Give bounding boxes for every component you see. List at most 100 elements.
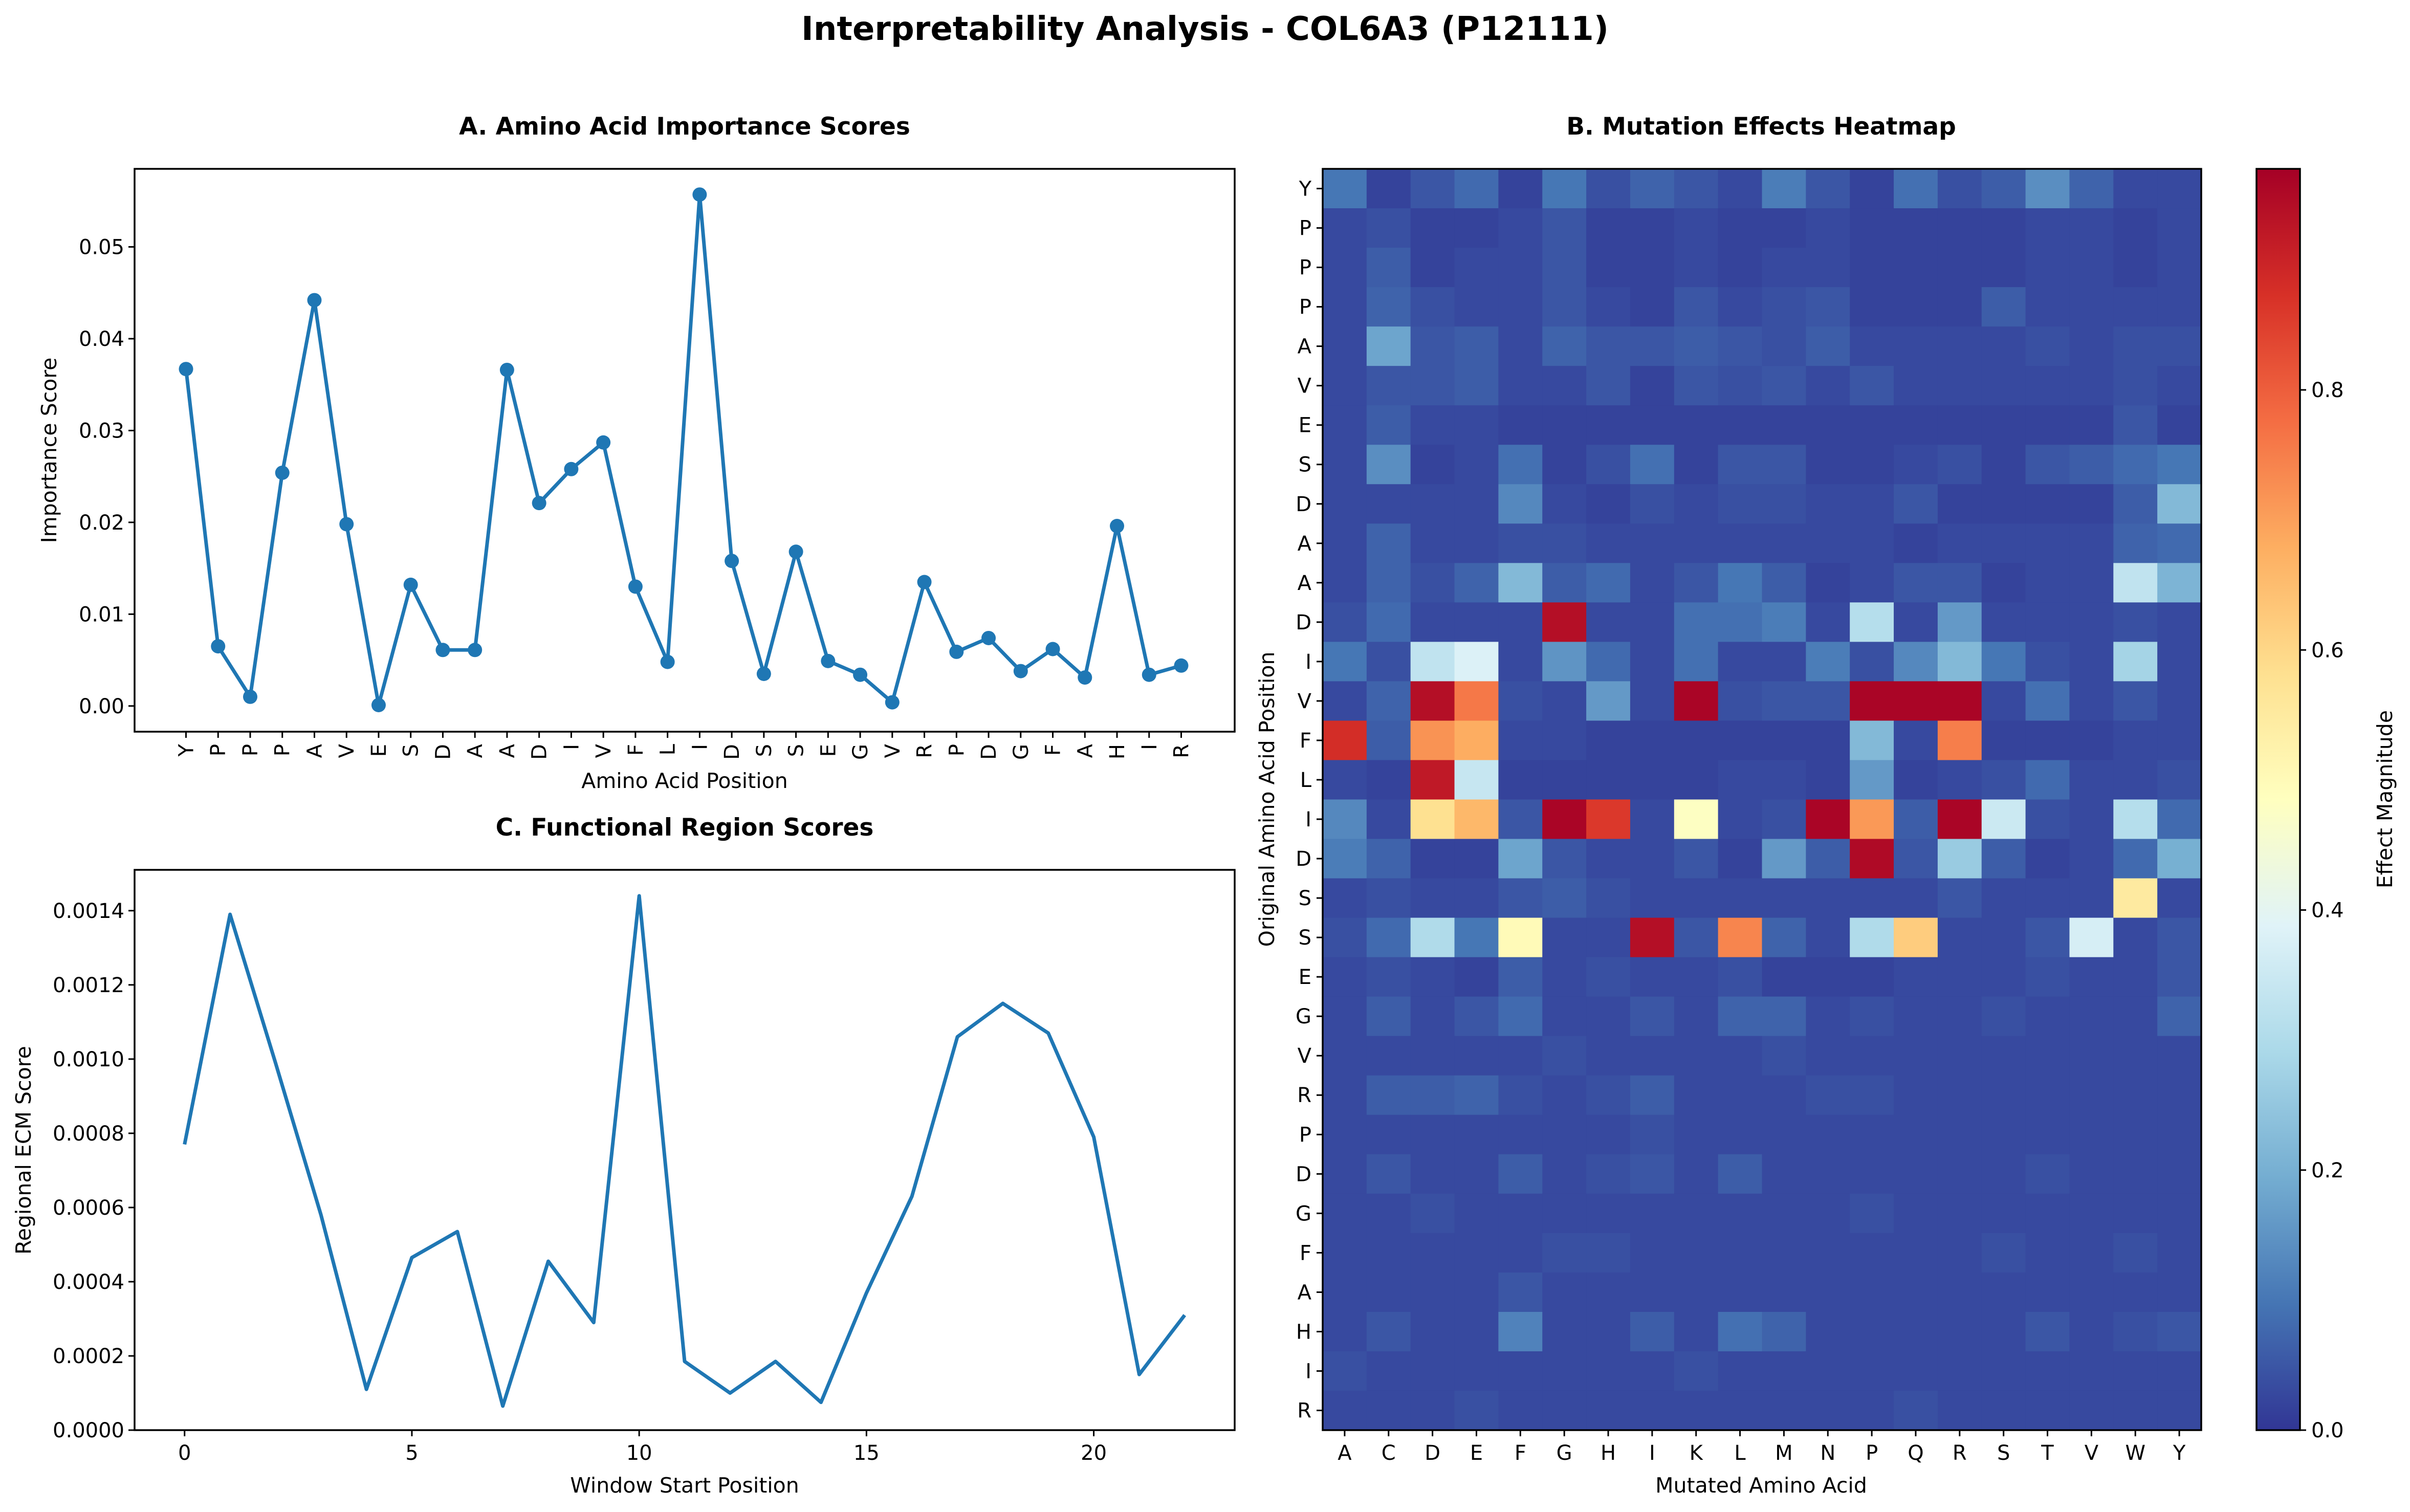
panel-a-x-tick-label: D <box>431 744 455 760</box>
panel-a-x-tick-label: V <box>592 743 616 758</box>
panel-a-x-tick-label: D <box>720 744 744 760</box>
heatmap-cell <box>1323 208 1367 248</box>
heatmap-cell <box>2113 445 2158 485</box>
panel-a-x-tick-label: F <box>624 744 648 756</box>
heatmap-cell <box>1718 878 1763 918</box>
heatmap-y-tick-label: F <box>1300 1241 1311 1265</box>
heatmap-cell <box>2113 839 2158 879</box>
heatmap-cell <box>1806 799 1850 840</box>
heatmap-cell <box>1630 760 1675 800</box>
heatmap-cell <box>1806 1390 1850 1431</box>
heatmap-cell <box>1894 326 1938 366</box>
heatmap-cell <box>1498 1075 1543 1115</box>
heatmap-cell <box>2157 523 2202 563</box>
heatmap-cell <box>1542 563 1587 603</box>
heatmap-cell <box>2113 602 2158 642</box>
heatmap-cell <box>2025 169 2070 209</box>
heatmap-cell <box>2025 287 2070 327</box>
heatmap-cell <box>1630 1390 1675 1431</box>
heatmap-x-tick-label: P <box>1866 1441 1878 1465</box>
heatmap-cell <box>1981 405 2026 445</box>
heatmap-cell <box>1937 878 1982 918</box>
heatmap-cell <box>1981 720 2026 761</box>
heatmap-cell <box>2025 996 2070 1037</box>
heatmap-cell <box>2025 248 2070 288</box>
heatmap-cell <box>2069 1351 2114 1391</box>
heatmap-cell <box>1850 1272 1894 1312</box>
panel-a-plot-area: 0.000.010.020.030.040.05Y P P P A V E S D A A D I V F L… <box>79 187 1194 760</box>
heatmap-cell <box>1366 878 1411 918</box>
heatmap-cell <box>2113 760 2158 800</box>
heatmap-cell <box>1937 1390 1982 1431</box>
heatmap-cell <box>1806 1114 1850 1155</box>
heatmap-cell <box>2113 366 2158 406</box>
heatmap-cell <box>2069 445 2114 485</box>
heatmap-cell <box>1718 1233 1763 1273</box>
heatmap-cell <box>1542 839 1587 879</box>
heatmap-cell <box>1498 248 1543 288</box>
heatmap-cell <box>1937 1154 1982 1194</box>
panel-a-importance-scores: A. Amino Acid Importance Scores 0.00 0.01… <box>37 113 1236 793</box>
heatmap-cell <box>1542 1036 1587 1076</box>
heatmap-cell <box>2069 169 2114 209</box>
heatmap-cell <box>1542 996 1587 1037</box>
heatmap-y-tick-label: G <box>1296 1005 1311 1028</box>
heatmap-cell <box>1718 523 1763 563</box>
panel-a-x-tick-label: V <box>881 743 905 758</box>
heatmap-cell <box>1498 523 1543 563</box>
heatmap-cell <box>1323 1075 1367 1115</box>
heatmap-cell <box>1850 878 1894 918</box>
heatmap-cell <box>1806 681 1850 721</box>
heatmap-cell <box>1586 405 1631 445</box>
heatmap-cell <box>1937 1233 1982 1273</box>
heatmap-cell <box>2069 878 2114 918</box>
heatmap-cell <box>2157 405 2202 445</box>
heatmap-cell <box>2157 1114 2202 1155</box>
heatmap-y-tick-label: L <box>1300 769 1312 792</box>
heatmap-x-tick-label: K <box>1690 1441 1704 1465</box>
heatmap-cell <box>1630 366 1675 406</box>
panel-a-data-point <box>788 544 803 559</box>
heatmap-cell <box>1674 720 1719 761</box>
panel-a-data-point <box>499 362 514 377</box>
panel-a-data-point <box>692 187 707 202</box>
heatmap-cell <box>1850 287 1894 327</box>
panel-a-x-tick-label: P <box>239 744 262 756</box>
heatmap-cell <box>1410 1154 1455 1194</box>
heatmap-cell <box>1981 957 2026 997</box>
heatmap-cell <box>1674 169 1719 209</box>
heatmap-cell <box>1542 445 1587 485</box>
heatmap-cell <box>1850 366 1894 406</box>
heatmap-cell <box>1894 1075 1938 1115</box>
heatmap-cell <box>1410 760 1455 800</box>
panel-c-y-tick-label: 0.0002 <box>53 1345 124 1368</box>
heatmap-cell <box>1806 563 1850 603</box>
heatmap-cell <box>1323 602 1367 642</box>
heatmap-cell <box>1981 917 2026 958</box>
heatmap-cell <box>1718 839 1763 879</box>
heatmap-x-tick-label: R <box>1953 1441 1967 1465</box>
heatmap-cell <box>1762 996 1806 1037</box>
heatmap-cell <box>1410 878 1455 918</box>
heatmap-cell <box>1762 1154 1806 1194</box>
panel-a-y-tick-label: 0.01 <box>79 603 124 626</box>
heatmap-cell <box>2069 1311 2114 1352</box>
heatmap-cell <box>1981 484 2026 524</box>
heatmap-cell <box>2025 602 2070 642</box>
heatmap-cell <box>1762 681 1806 721</box>
heatmap-cell <box>1894 878 1938 918</box>
heatmap-cell <box>1630 1311 1675 1352</box>
heatmap-y-tick-label: H <box>1296 1320 1311 1344</box>
panel-a-data-point <box>917 575 932 589</box>
heatmap-cell <box>1981 208 2026 248</box>
heatmap-cell <box>1762 405 1806 445</box>
heatmap-cell <box>1498 169 1543 209</box>
heatmap-cell <box>2113 996 2158 1037</box>
heatmap-cell <box>1586 563 1631 603</box>
heatmap-cell <box>1498 957 1543 997</box>
heatmap-cell <box>1674 287 1719 327</box>
heatmap-cell <box>1937 1351 1982 1391</box>
heatmap-cell <box>1410 287 1455 327</box>
heatmap-cell <box>1586 1114 1631 1155</box>
heatmap-cell <box>1630 720 1675 761</box>
